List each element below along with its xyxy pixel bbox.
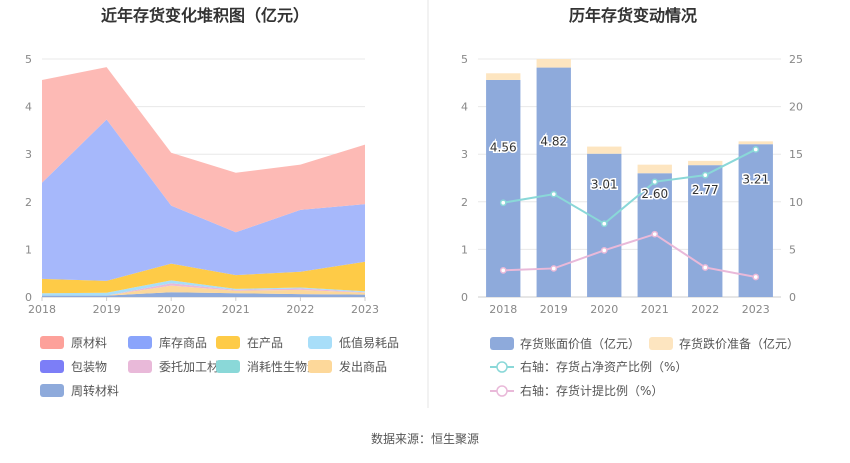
- bar-impairment-reserve: [738, 141, 773, 145]
- source-label: 数据来源：恒生聚源: [371, 431, 479, 446]
- line-point-0: [701, 171, 709, 179]
- right-y-tick-label: 1: [461, 243, 468, 256]
- legend-label-impairment: 存货跌价准备（亿元）: [679, 336, 799, 351]
- legend-label-在产品: 在产品: [247, 336, 283, 350]
- right-x-tick-label: 2019: [540, 303, 568, 316]
- legend-label-低值易耗品: 低值易耗品: [339, 335, 399, 350]
- right-y-tick-label: 5: [461, 53, 468, 66]
- bar-book-value: [738, 144, 773, 297]
- line-point-1: [600, 247, 608, 254]
- right-y-tick-label: 2: [461, 196, 468, 209]
- left-x-tick-label: 2022: [286, 303, 314, 316]
- bar-data-label: 3.01: [591, 177, 618, 191]
- area-series-发出商品: [42, 285, 365, 296]
- right-x-tick-label: 2023: [742, 303, 770, 316]
- legend-marker-1: [496, 385, 508, 397]
- line-point-0: [499, 199, 507, 207]
- bar-impairment-reserve: [536, 59, 571, 68]
- left-y-tick-label: 5: [25, 53, 32, 66]
- left-stacked-area-chart: 0 1 2 3 4 5 2018 2019 2020 2021 2022 2023: [25, 53, 379, 316]
- line-point-1: [752, 273, 760, 281]
- bar-impairment-reserve: [587, 146, 622, 154]
- right-y-tick-label: 0: [461, 291, 468, 304]
- right-legend: 存货账面价值（亿元） 存货跌价准备（亿元） 右轴：存货占净资产比例（%） 右轴：存货计…: [490, 336, 799, 398]
- right-y2-tick-label: 5: [789, 243, 796, 256]
- left-y-tick-label: 0: [25, 291, 32, 304]
- legend-swatch-原材料: [40, 336, 64, 349]
- right-y-tick-label: 4: [461, 101, 468, 114]
- legend-label-line-0: 右轴：存货占净资产比例（%）: [520, 359, 687, 374]
- legend-swatch-库存商品: [128, 336, 152, 349]
- right-y2-tick-label: 15: [789, 148, 803, 161]
- right-y2-tick-label: 20: [789, 101, 803, 114]
- legend-label-发出商品: 发出商品: [339, 359, 387, 374]
- bar-book-value: [688, 165, 723, 297]
- right-x-tick-label: 2018: [489, 303, 517, 316]
- right-x-tick-label: 2020: [590, 303, 618, 316]
- right-bar-line-chart: 0 1 2 3 4 5 0 5 10 15 20 25 4.56 4.82 3.01 2.60 2.77 3.21…: [461, 53, 803, 316]
- line-point-0: [600, 220, 608, 228]
- left-x-tick-label: 2018: [28, 303, 56, 316]
- bar-impairment-reserve: [688, 160, 723, 166]
- left-y-tick-label: 4: [25, 101, 32, 114]
- legend-swatch-周转材料: [40, 384, 64, 397]
- legend-swatch-book-value: [490, 337, 514, 350]
- right-x-tick-label: 2021: [641, 303, 669, 316]
- legend-label-周转材料: 周转材料: [71, 383, 119, 398]
- bar-data-label: 4.56: [490, 140, 517, 154]
- legend-label-book-value: 存货账面价值（亿元）: [520, 336, 640, 351]
- area-series-在产品: [42, 261, 365, 294]
- left-x-tick-label: 2023: [351, 303, 379, 316]
- legend-swatch-低值易耗品: [308, 336, 332, 349]
- line-series-0: [503, 148, 757, 225]
- left-y-tick-label: 2: [25, 196, 32, 209]
- right-y2-tick-label: 25: [789, 53, 803, 66]
- left-x-tick-label: 2021: [222, 303, 250, 316]
- line-point-1: [499, 266, 507, 274]
- legend-swatch-委托加工材料: [128, 360, 152, 373]
- right-y-tick-label: 3: [461, 148, 468, 161]
- legend-marker-0: [496, 361, 508, 373]
- line-point-0: [752, 146, 760, 153]
- line-series-1: [503, 233, 756, 278]
- right-y2-tick-label: 0: [789, 291, 796, 304]
- area-series-原材料: [42, 67, 365, 233]
- legend-label-委托加工材料: 委托加工材料: [159, 360, 231, 374]
- left-chart-title: 近年存货变化堆积图（亿元）: [101, 6, 309, 25]
- area-series-周转材料: [42, 292, 365, 297]
- left-x-tick-label: 2020: [157, 303, 185, 316]
- left-x-tick-label: 2019: [93, 303, 121, 316]
- line-point-0: [550, 190, 558, 198]
- bar-data-label: 2.60: [641, 187, 668, 201]
- bar-impairment-reserve: [486, 73, 521, 80]
- left-y-tick-label: 3: [25, 148, 32, 161]
- legend-swatch-包装物: [40, 360, 64, 373]
- right-chart-title: 历年存货变动情况: [569, 6, 697, 25]
- right-y2-tick-label: 10: [789, 196, 803, 209]
- line-point-0: [651, 178, 659, 186]
- line-point-1: [550, 265, 558, 272]
- bar-data-label: 3.21: [742, 173, 769, 187]
- bar-data-label: 4.82: [540, 134, 567, 148]
- legend-swatch-在产品: [216, 336, 240, 349]
- bar-impairment-reserve: [637, 164, 672, 174]
- legend-label-原材料: 原材料: [71, 336, 107, 350]
- bar-book-value: [536, 67, 571, 298]
- area-series-库存商品: [42, 119, 365, 281]
- left-y-tick-label: 1: [25, 243, 32, 256]
- legend-label-line-1: 右轴：存货计提比例（%）: [520, 383, 663, 398]
- legend-swatch-发出商品: [308, 360, 332, 373]
- bar-data-label: 2.77: [692, 183, 719, 197]
- legend-label-包装物: 包装物: [71, 360, 107, 374]
- line-point-1: [651, 230, 659, 238]
- legend-swatch-消耗性生物资产: [216, 360, 240, 373]
- line-point-1: [701, 264, 709, 271]
- legend-label-库存商品: 库存商品: [159, 335, 207, 350]
- area-series-低值易耗品: [42, 280, 365, 296]
- bar-book-value: [486, 79, 521, 297]
- legend-swatch-impairment: [649, 337, 673, 350]
- right-x-tick-label: 2022: [691, 303, 719, 316]
